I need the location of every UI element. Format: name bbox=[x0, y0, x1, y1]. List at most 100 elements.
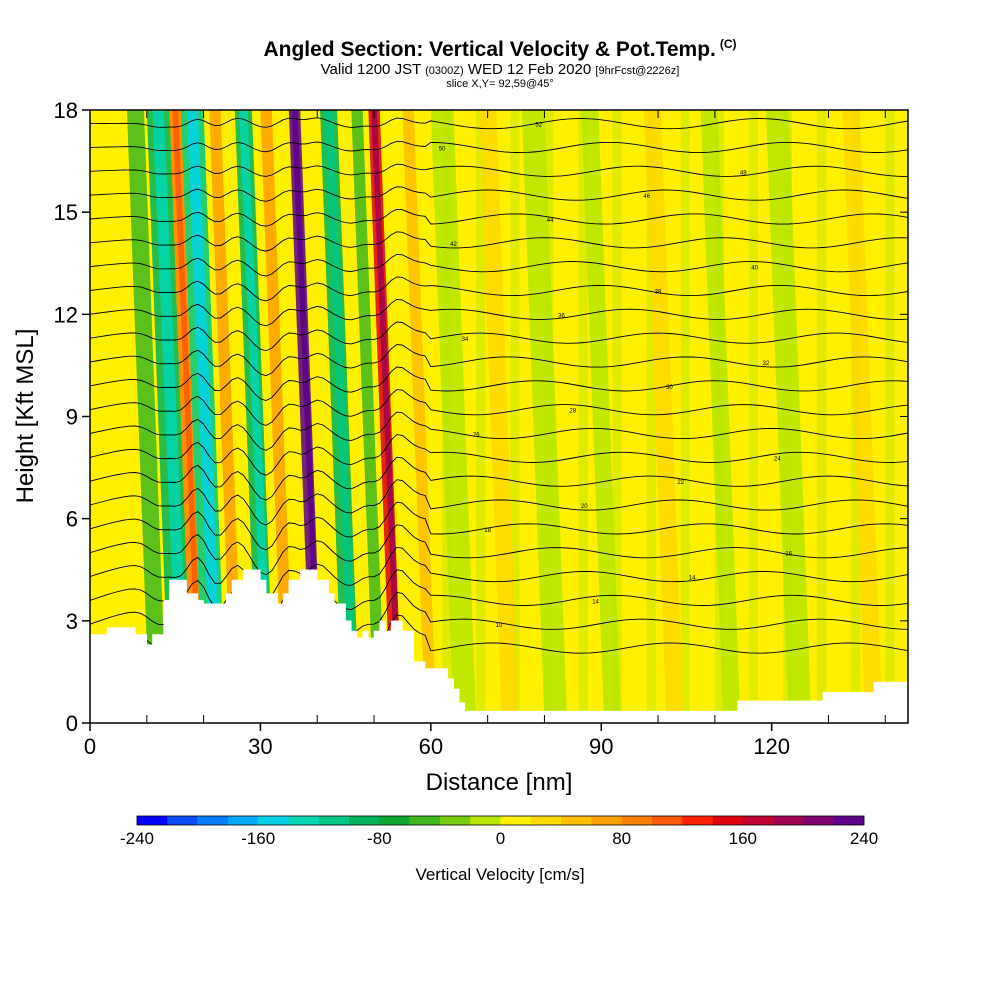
x-tick-label: 90 bbox=[589, 734, 613, 759]
theta-contour bbox=[90, 479, 908, 526]
contour-label: 32 bbox=[763, 361, 770, 367]
velocity-streak bbox=[885, 110, 895, 723]
colorbar-swatch bbox=[349, 816, 380, 825]
contour-label: 36 bbox=[558, 313, 565, 319]
velocity-core bbox=[371, 110, 400, 655]
theta-contour bbox=[90, 298, 908, 327]
contour-label: 48 bbox=[740, 170, 747, 176]
velocity-core bbox=[172, 110, 201, 655]
contour-label: 20 bbox=[581, 504, 588, 510]
theta-contour bbox=[90, 117, 908, 130]
colorbar-swatch bbox=[258, 816, 289, 825]
velocity-streak bbox=[510, 110, 520, 723]
contour-label: 10 bbox=[496, 623, 503, 629]
y-tick-label: 6 bbox=[66, 507, 78, 532]
contour-label: 52 bbox=[535, 123, 542, 129]
y-tick-label: 12 bbox=[54, 302, 78, 327]
colorbar-swatch bbox=[682, 816, 713, 825]
colorbar-swatch bbox=[742, 816, 774, 825]
velocity-band bbox=[581, 110, 622, 723]
colorbar-swatch bbox=[803, 816, 835, 825]
y-tick-label: 3 bbox=[66, 609, 78, 634]
velocity-streak bbox=[476, 110, 486, 723]
velocity-band bbox=[700, 110, 741, 723]
contour-label: 42 bbox=[450, 242, 457, 248]
x-tick-label: 30 bbox=[248, 734, 272, 759]
contour-label: 44 bbox=[547, 218, 554, 224]
y-tick-label: 9 bbox=[66, 405, 78, 430]
theta-contour bbox=[90, 140, 908, 154]
colorbar-swatch bbox=[712, 816, 744, 825]
colorbar-tick-label: 80 bbox=[612, 829, 631, 848]
y-tick-label: 18 bbox=[54, 98, 78, 123]
colorbar: -240 -160 -80 0 80 160 240 bbox=[120, 815, 878, 848]
theta-contour bbox=[90, 344, 908, 377]
velocity-streak bbox=[748, 110, 759, 723]
theta-contour bbox=[90, 501, 908, 551]
velocity-streak bbox=[612, 110, 622, 723]
contour-label: 34 bbox=[462, 337, 469, 343]
colorbar-swatch bbox=[621, 816, 653, 825]
colorbar-frame bbox=[136, 815, 865, 826]
theta-contour bbox=[90, 186, 908, 202]
valid-time: Valid 1200 JST bbox=[320, 61, 421, 78]
chart-title: Angled Section: Vertical Velocity & Pot.… bbox=[0, 37, 1000, 62]
colorbar-swatch bbox=[318, 816, 350, 825]
terrain bbox=[90, 569, 908, 723]
colorbar-swatch bbox=[288, 816, 320, 825]
contour-label: 40 bbox=[751, 266, 758, 272]
contour-label: 14 bbox=[689, 576, 696, 582]
colorbar-tick-label: -160 bbox=[241, 829, 275, 848]
chart-title-text: Angled Section: Vertical Velocity & Pot.… bbox=[263, 38, 716, 61]
colorbar-label: Vertical Velocity [cm/s] bbox=[415, 865, 584, 884]
chart-subtitle: Valid 1200 JST (0300Z) WED 12 Feb 2020 [… bbox=[0, 61, 1000, 78]
colorbar-swatch bbox=[561, 816, 592, 825]
contour-label: 16 bbox=[785, 552, 792, 558]
velocity-core bbox=[186, 110, 221, 655]
colorbar-swatch bbox=[167, 816, 198, 825]
velocity-core bbox=[324, 110, 356, 655]
theta-contour bbox=[90, 389, 908, 426]
theta-contour bbox=[90, 163, 908, 177]
contour-label: 30 bbox=[666, 385, 673, 391]
theta-contour bbox=[90, 253, 908, 277]
theta-contour bbox=[90, 231, 908, 252]
velocity-streak bbox=[817, 110, 827, 723]
contour-label: 14 bbox=[592, 599, 599, 605]
slice-info: slice X,Y= 92,59@45° bbox=[446, 78, 554, 90]
colorbar-swatch bbox=[409, 816, 441, 825]
velocity-streak bbox=[578, 110, 588, 723]
x-tick-label: 120 bbox=[753, 734, 790, 759]
velocity-band bbox=[479, 110, 519, 723]
contour-label: 46 bbox=[643, 194, 650, 200]
theta-contour bbox=[90, 411, 908, 451]
colorbar-swatch bbox=[651, 816, 683, 825]
colorbar-swatch bbox=[470, 816, 501, 825]
theta-contour bbox=[90, 456, 908, 501]
velocity-streak bbox=[646, 110, 656, 723]
colorbar-tick-label: -80 bbox=[367, 829, 392, 848]
velocity-core bbox=[152, 110, 187, 655]
colorbar-tick-label: 160 bbox=[729, 829, 757, 848]
colorbar-swatch bbox=[591, 816, 622, 825]
x-tick-label: 0 bbox=[84, 734, 96, 759]
x-axis-label: Distance [nm] bbox=[426, 769, 573, 796]
contour-label: 18 bbox=[484, 528, 491, 534]
colorbar-tick-label: 0 bbox=[496, 829, 505, 848]
theta-contour bbox=[90, 366, 908, 401]
velocity-core bbox=[239, 110, 271, 655]
theta-contour bbox=[90, 434, 908, 476]
contour-label: 24 bbox=[774, 456, 781, 462]
colorbar-swatch bbox=[227, 816, 259, 825]
y-axis-label: Height [Kft MSL] bbox=[12, 329, 39, 504]
colorbar-tick-label: -240 bbox=[120, 829, 154, 848]
contour-label: 50 bbox=[439, 146, 446, 152]
x-tick-label: 60 bbox=[419, 734, 443, 759]
colorbar-swatch bbox=[500, 816, 532, 825]
plot-area: 8101414161820222426283032343638404244464… bbox=[90, 110, 908, 723]
valid-date: WED 12 Feb 2020 bbox=[467, 61, 592, 78]
y-tick-label: 15 bbox=[54, 200, 78, 225]
colorbar-tick-label: 240 bbox=[850, 829, 878, 848]
forecast-info: [9hrFcst@2226z] bbox=[595, 65, 680, 77]
